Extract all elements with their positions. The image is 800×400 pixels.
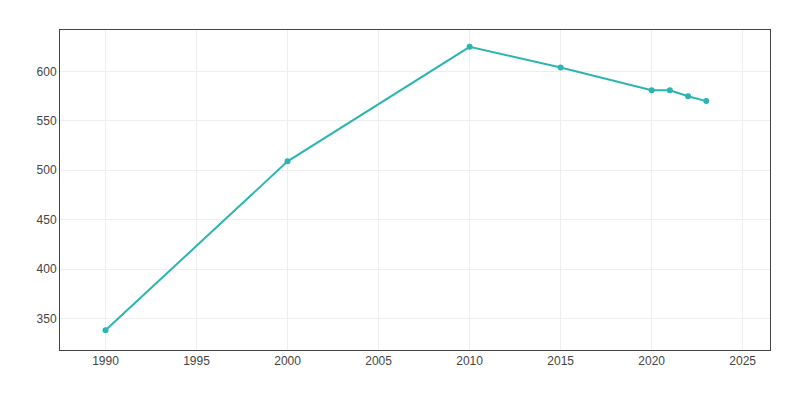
svg-text:2005: 2005 (365, 354, 392, 368)
svg-text:2020: 2020 (638, 354, 665, 368)
svg-text:2010: 2010 (456, 354, 483, 368)
svg-text:550: 550 (37, 114, 57, 128)
svg-text:1995: 1995 (183, 354, 210, 368)
svg-text:350: 350 (37, 312, 57, 326)
svg-text:600: 600 (37, 65, 57, 79)
svg-text:2025: 2025 (729, 354, 756, 368)
svg-text:1990: 1990 (92, 354, 119, 368)
svg-text:400: 400 (37, 262, 57, 276)
svg-text:2000: 2000 (274, 354, 301, 368)
svg-text:500: 500 (37, 163, 57, 177)
svg-text:450: 450 (37, 213, 57, 227)
svg-text:2015: 2015 (547, 354, 574, 368)
